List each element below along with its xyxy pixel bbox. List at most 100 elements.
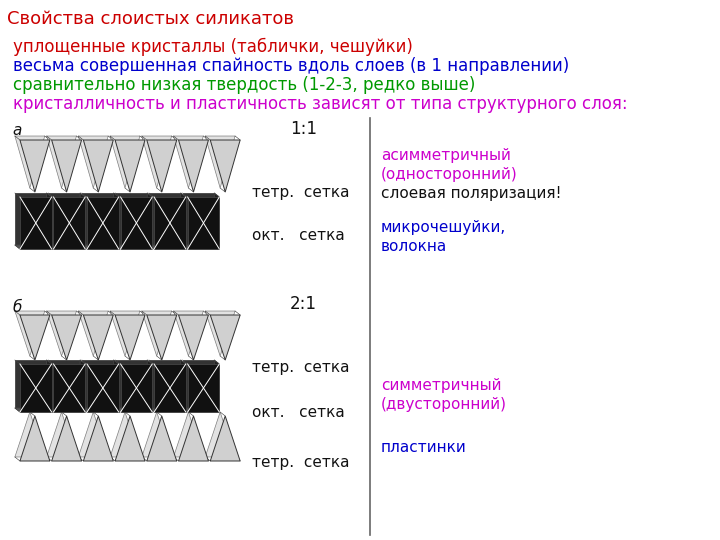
Polygon shape xyxy=(15,408,52,412)
Text: кристалличность и пластичность зависят от типа структурного слоя:: кристалличность и пластичность зависят о… xyxy=(13,95,627,113)
Polygon shape xyxy=(149,245,186,249)
Text: уплощенные кристаллы (таблички, чешуйки): уплощенные кристаллы (таблички, чешуйки) xyxy=(13,38,413,56)
Polygon shape xyxy=(15,412,45,457)
Polygon shape xyxy=(15,311,45,356)
Polygon shape xyxy=(179,315,209,360)
Polygon shape xyxy=(20,416,50,461)
Polygon shape xyxy=(47,412,76,457)
Polygon shape xyxy=(82,408,119,412)
Text: волокна: волокна xyxy=(381,239,447,254)
Text: Свойства слоистых силикатов: Свойства слоистых силикатов xyxy=(7,10,294,28)
Text: микрочешуйки,: микрочешуйки, xyxy=(381,220,506,235)
Polygon shape xyxy=(115,408,152,412)
Polygon shape xyxy=(215,193,220,249)
Polygon shape xyxy=(115,416,145,461)
Polygon shape xyxy=(179,140,209,192)
Polygon shape xyxy=(20,140,50,192)
Polygon shape xyxy=(149,193,181,245)
Polygon shape xyxy=(47,193,52,249)
Polygon shape xyxy=(80,360,85,412)
Polygon shape xyxy=(188,197,220,249)
Polygon shape xyxy=(142,412,171,457)
Polygon shape xyxy=(115,140,145,192)
Polygon shape xyxy=(149,408,186,412)
Polygon shape xyxy=(80,193,85,249)
Polygon shape xyxy=(84,416,113,461)
Polygon shape xyxy=(205,136,235,188)
Text: б: б xyxy=(13,300,22,315)
Polygon shape xyxy=(179,416,209,461)
Polygon shape xyxy=(84,315,113,360)
Polygon shape xyxy=(147,360,152,412)
Polygon shape xyxy=(114,193,119,249)
Polygon shape xyxy=(210,315,240,360)
Polygon shape xyxy=(120,197,152,249)
Polygon shape xyxy=(48,193,80,245)
Polygon shape xyxy=(110,136,140,188)
Polygon shape xyxy=(47,360,52,412)
Polygon shape xyxy=(149,360,181,408)
Polygon shape xyxy=(147,416,176,461)
Polygon shape xyxy=(52,140,81,192)
Text: тетр.  сетка: тетр. сетка xyxy=(252,455,349,470)
Polygon shape xyxy=(115,245,152,249)
Text: пластинки: пластинки xyxy=(381,440,467,455)
Text: а: а xyxy=(13,123,22,138)
Polygon shape xyxy=(87,364,119,412)
Polygon shape xyxy=(15,245,52,249)
Polygon shape xyxy=(47,311,76,356)
Polygon shape xyxy=(82,193,114,245)
Polygon shape xyxy=(78,136,108,188)
Polygon shape xyxy=(84,140,113,192)
Polygon shape xyxy=(15,136,45,188)
Text: (односторонний): (односторонний) xyxy=(381,167,518,182)
Polygon shape xyxy=(147,315,176,360)
Polygon shape xyxy=(87,197,119,249)
Polygon shape xyxy=(183,245,220,249)
Polygon shape xyxy=(174,311,203,356)
Text: слоевая поляризация!: слоевая поляризация! xyxy=(381,186,561,201)
Polygon shape xyxy=(15,193,47,245)
Text: весьма совершенная спайность вдоль слоев (в 1 направлении): весьма совершенная спайность вдоль слоев… xyxy=(13,57,569,75)
Text: тетр.  сетка: тетр. сетка xyxy=(252,360,349,375)
Polygon shape xyxy=(142,136,171,188)
Polygon shape xyxy=(147,140,176,192)
Polygon shape xyxy=(174,136,203,188)
Polygon shape xyxy=(183,193,215,245)
Polygon shape xyxy=(110,311,140,356)
Polygon shape xyxy=(142,311,171,356)
Polygon shape xyxy=(48,245,85,249)
Polygon shape xyxy=(20,364,52,412)
Polygon shape xyxy=(154,197,186,249)
Text: симметричный: симметричный xyxy=(381,378,501,393)
Polygon shape xyxy=(210,140,240,192)
Polygon shape xyxy=(15,360,47,408)
Polygon shape xyxy=(78,311,108,356)
Polygon shape xyxy=(48,408,85,412)
Polygon shape xyxy=(115,360,147,408)
Polygon shape xyxy=(110,412,140,457)
Polygon shape xyxy=(82,360,114,408)
Polygon shape xyxy=(181,193,186,249)
Polygon shape xyxy=(210,416,240,461)
Polygon shape xyxy=(82,245,119,249)
Polygon shape xyxy=(215,360,220,412)
Polygon shape xyxy=(154,364,186,412)
Polygon shape xyxy=(147,193,152,249)
Text: окт.   сетка: окт. сетка xyxy=(252,405,345,420)
Text: 2:1: 2:1 xyxy=(290,295,317,313)
Polygon shape xyxy=(183,408,220,412)
Text: 1:1: 1:1 xyxy=(290,120,317,138)
Text: сравнительно низкая твердость (1-2-3, редко выше): сравнительно низкая твердость (1-2-3, ре… xyxy=(13,76,475,94)
Polygon shape xyxy=(78,412,108,457)
Polygon shape xyxy=(114,360,119,412)
Text: (двусторонний): (двусторонний) xyxy=(381,397,507,412)
Polygon shape xyxy=(47,136,76,188)
Polygon shape xyxy=(205,311,235,356)
Polygon shape xyxy=(120,364,152,412)
Text: асимметричный: асимметричный xyxy=(381,148,510,163)
Polygon shape xyxy=(48,360,80,408)
Polygon shape xyxy=(205,412,235,457)
Polygon shape xyxy=(183,360,215,408)
Polygon shape xyxy=(20,197,52,249)
